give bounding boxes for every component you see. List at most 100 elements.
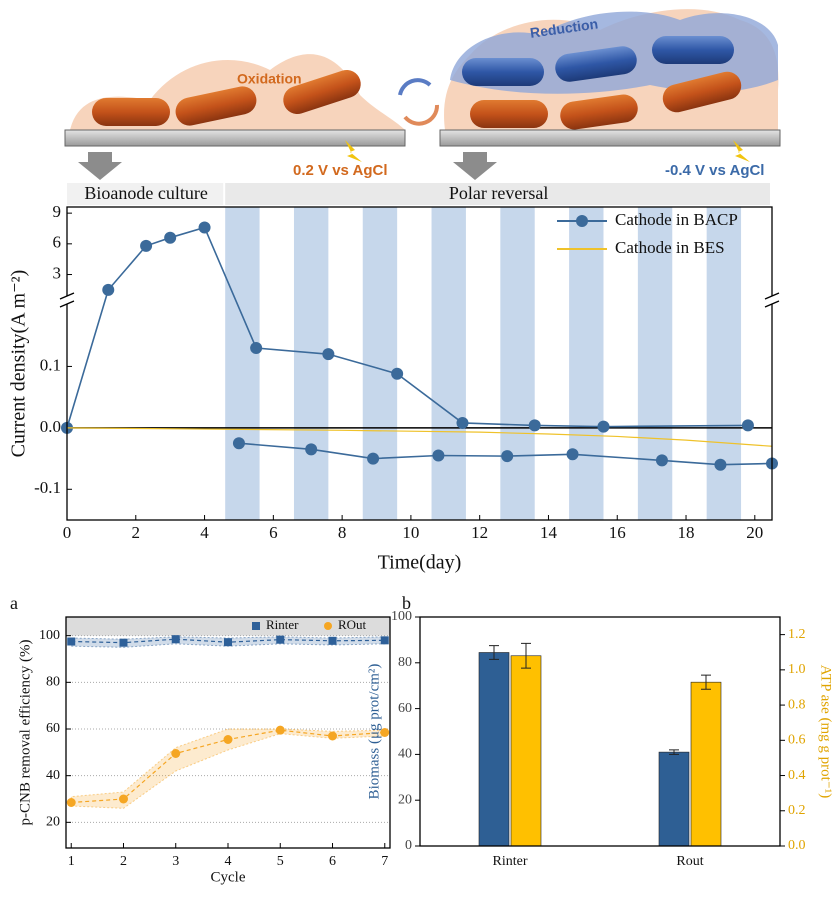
x-tick-label: 16: [609, 523, 626, 542]
y-axis-label: Biomass (μg prot/cm²): [366, 664, 382, 800]
electrode-left: [64, 129, 406, 147]
potential-label: -0.4 V vs AgCl: [665, 162, 764, 179]
shaded-interval: [431, 207, 466, 520]
legend-label: Cathode in BES: [615, 238, 725, 257]
bacterium: [470, 100, 548, 128]
y2-tick-label: 1.2: [788, 627, 806, 642]
y-tick-label: 20: [46, 815, 60, 830]
x-tick-label: 4: [200, 523, 209, 542]
bacterium: [662, 71, 742, 113]
y2-tick-label: 0.6: [788, 733, 806, 748]
phase-bar: [225, 183, 770, 205]
shaded-interval: [225, 207, 260, 520]
phase-label: Polar reversal: [449, 183, 548, 203]
marker: [432, 449, 445, 462]
phase-bar: [67, 183, 224, 205]
marker: [714, 458, 727, 471]
shaded-interval: [362, 207, 398, 520]
shaded-interval: [637, 207, 673, 520]
marker: [305, 443, 318, 456]
schematic: Oxidation 0.2 V vs AgCl Reduction -0.4 V…: [64, 9, 781, 180]
marker: [328, 731, 338, 741]
shaded-band: [66, 617, 390, 636]
x-tick-label: 20: [746, 523, 763, 542]
series-line: [66, 427, 773, 447]
y-tick-label: 60: [46, 721, 60, 736]
error-bar: [521, 642, 531, 669]
marker: [322, 348, 335, 361]
bacterium: [555, 46, 637, 82]
x-tick-label: 1: [68, 854, 75, 869]
y-tick-label: 80: [46, 675, 60, 690]
bacterium: [92, 98, 170, 126]
range-band: [70, 728, 386, 809]
legend-label: Rinter: [266, 617, 299, 632]
x-tick-label: 3: [172, 854, 179, 869]
y-tick-label: 0.1: [40, 355, 61, 374]
marker: [198, 221, 211, 234]
y-tick-label: 40: [398, 747, 412, 762]
x-tick-label: 18: [678, 523, 695, 542]
legend-label: Cathode in BACP: [615, 210, 738, 229]
plot-frame: [66, 206, 773, 521]
potential-label: 0.2 V vs AgCl: [293, 162, 387, 179]
bar: [658, 751, 690, 847]
panel-label: b: [402, 593, 411, 613]
marker: [118, 794, 128, 804]
marker: [367, 452, 380, 465]
x-tick-label: Rout: [676, 854, 703, 869]
plot-frame: [419, 616, 781, 847]
x-tick-label: 12: [471, 523, 488, 542]
marker: [741, 419, 754, 432]
x-tick-label: 7: [381, 854, 388, 869]
shaded-interval: [293, 207, 329, 520]
marker: [102, 283, 115, 296]
y2-tick-label: 0.4: [788, 768, 806, 783]
marker: [456, 416, 469, 429]
y-tick-label: 80: [398, 655, 412, 670]
y-tick-label: 20: [398, 792, 412, 807]
x-tick-label: 6: [269, 523, 278, 542]
x-tick-label: 2: [132, 523, 141, 542]
x-tick-label: 5: [277, 854, 284, 869]
y-axis-label: p-CNB removal efficiency (%): [17, 640, 33, 826]
marker: [380, 728, 390, 737]
marker: [528, 419, 541, 432]
bar: [478, 652, 510, 847]
marker: [501, 450, 514, 463]
legend-marker: [324, 622, 332, 630]
axis-break-mark: [59, 292, 75, 300]
y2-tick-label: 0.2: [788, 803, 806, 818]
bacterium: [283, 69, 361, 115]
y-tick-label: 100: [391, 609, 412, 624]
process-label: Oxidation: [237, 71, 302, 87]
y-tick-label: 6: [53, 233, 62, 252]
marker: [224, 638, 232, 647]
x-tick-label: Rinter: [493, 854, 528, 869]
legend-label: ROut: [338, 617, 367, 632]
marker: [232, 437, 245, 450]
x-axis-label: Cycle: [211, 869, 246, 885]
marker: [597, 420, 610, 433]
axis-break: [60, 296, 74, 304]
x-axis-label: Time(day): [378, 552, 462, 574]
shaded-interval: [569, 207, 604, 520]
y2-tick-label: 0.8: [788, 697, 806, 712]
marker: [328, 636, 337, 645]
marker: [140, 239, 153, 252]
x-tick-label: 10: [402, 523, 419, 542]
marker: [171, 635, 180, 644]
y-tick-label: 40: [46, 768, 60, 783]
axis-break: [765, 296, 779, 304]
axis-break-mark: [764, 292, 780, 300]
lightning: [345, 140, 362, 162]
electrode-right: [439, 129, 781, 147]
legend-marker: [576, 215, 588, 227]
marker: [391, 367, 404, 380]
marker: [275, 725, 285, 735]
y-tick-label: 100: [39, 628, 60, 643]
down-arrow: [453, 152, 497, 180]
marker: [223, 735, 233, 744]
y2-tick-label: 0.0: [788, 838, 806, 853]
lightning: [733, 140, 750, 162]
